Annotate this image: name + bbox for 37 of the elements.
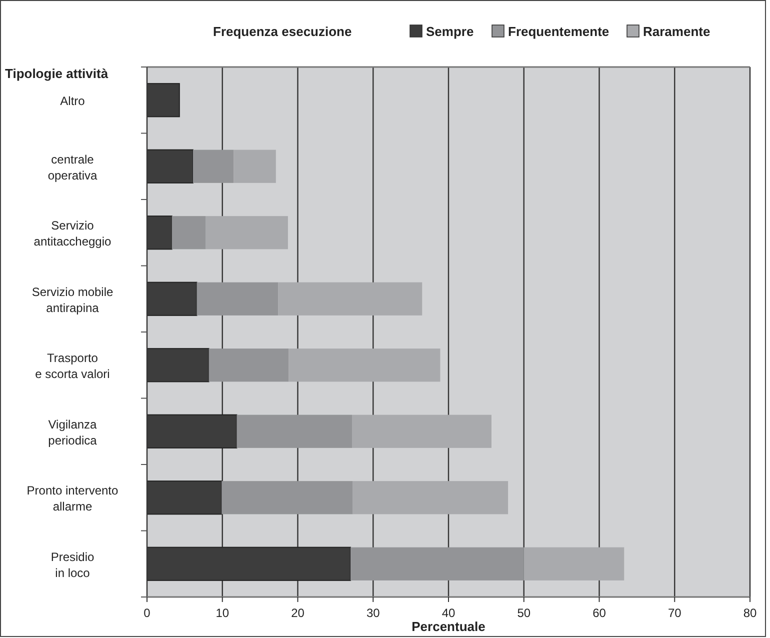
y-tick-label: centrale operativa: [48, 152, 98, 182]
bar: [352, 414, 492, 448]
bar: [206, 216, 288, 250]
x-tick-label: 80: [743, 606, 757, 620]
x-tick-label: 40: [442, 606, 456, 620]
x-tick-label: 30: [366, 606, 380, 620]
bar: [222, 481, 353, 514]
x-tick-label: 60: [592, 606, 606, 620]
y-axis-title: Tipologie attività: [5, 66, 109, 81]
legend-label: Raramente: [643, 24, 710, 39]
y-tick-label: Altro: [60, 94, 86, 108]
bar: [524, 547, 624, 580]
y-tick-label: Servizio mobile antirapina: [32, 284, 114, 315]
legend-title: Frequenza esecuzione: [213, 24, 352, 39]
y-tick-label: Presidio in loco: [50, 550, 94, 580]
bar: [234, 150, 276, 183]
x-tick-label: 0: [144, 606, 151, 620]
x-tick-label: 50: [517, 606, 531, 620]
bar: [236, 414, 352, 448]
bar: [172, 216, 206, 250]
bar: [352, 481, 508, 514]
bar: [192, 150, 234, 183]
y-tick-label: Servizio antitaccheggio: [34, 218, 112, 249]
bar: [278, 282, 422, 316]
x-tick-label: 20: [291, 606, 305, 620]
bar: [208, 348, 289, 382]
legend-label: Frequentemente: [508, 24, 610, 39]
bar: [288, 348, 440, 382]
y-tick-label: Pronto intervento allarme: [26, 484, 119, 514]
bar: [196, 282, 278, 316]
x-axis-title: Percentuale: [412, 619, 486, 634]
legend-label: Sempre: [426, 24, 474, 39]
x-tick-label: 70: [668, 606, 682, 620]
bar: [350, 547, 524, 580]
y-tick-label: Trasporto e scorta valori: [35, 351, 110, 382]
y-tick-label: Vigilanza periodica: [48, 417, 98, 448]
x-tick-label: 10: [216, 606, 230, 620]
